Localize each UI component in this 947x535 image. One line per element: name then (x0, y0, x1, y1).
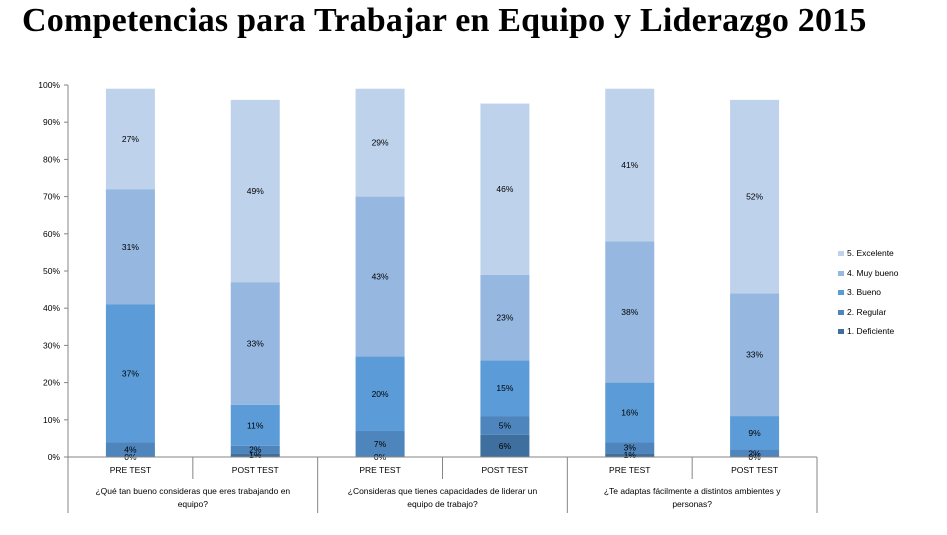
bar-segment (730, 99, 780, 294)
bar-segment (480, 416, 530, 435)
y-tick-label: 80% (43, 154, 60, 164)
bar-segment (230, 282, 280, 405)
bar-segment (480, 434, 530, 457)
y-tick-label: 10% (43, 415, 60, 425)
bar-segment (605, 382, 655, 443)
bar-segment (355, 196, 405, 357)
data-label: 49% (247, 186, 264, 196)
data-label: 5% (499, 420, 512, 430)
group-label: ¿Consideras que tienes capacidades de li… (348, 486, 538, 496)
group-label: ¿Qué tan bueno consideras que eres traba… (95, 486, 290, 496)
data-label: 1% (249, 450, 262, 460)
y-tick-label: 50% (43, 266, 60, 276)
legend-swatch (838, 251, 844, 256)
bar-segment (605, 453, 655, 457)
bar-segment (730, 449, 780, 457)
group-label: equipo? (178, 499, 209, 509)
legend-item: 1. Deficiente (838, 327, 943, 347)
bar-segment (230, 99, 280, 283)
data-label: 27% (122, 134, 139, 144)
data-label: 46% (496, 184, 513, 194)
chart-title: Competencias para Trabajar en Equipo y L… (22, 2, 867, 39)
bar-segment (480, 360, 530, 417)
data-label: 11% (247, 420, 264, 430)
data-label: 2% (748, 448, 761, 458)
bar-segment (730, 416, 780, 450)
data-label: 1% (624, 450, 637, 460)
data-label: 31% (122, 242, 139, 252)
y-tick-label: 90% (43, 117, 60, 127)
data-label: 33% (746, 350, 763, 360)
data-label: 52% (746, 192, 763, 202)
data-label: 41% (621, 160, 638, 170)
data-label: 33% (247, 339, 264, 349)
bar-segment (230, 453, 280, 457)
y-tick-label: 70% (43, 192, 60, 202)
bar-segment (355, 430, 405, 457)
bar-segment (605, 442, 655, 454)
x-tick-label: POST TEST (731, 465, 778, 475)
legend-label: 3. Bueno (847, 287, 882, 297)
data-label: 23% (496, 313, 513, 323)
legend-item: 5. Excelente (838, 249, 943, 269)
data-label: 38% (621, 307, 638, 317)
bar-segment (355, 88, 405, 197)
bar-segment (605, 241, 655, 383)
legend-item: 3. Bueno (838, 288, 943, 308)
data-label: 7% (374, 439, 387, 449)
bar-segment (105, 189, 155, 305)
bar-segment (605, 88, 655, 242)
data-label: 6% (499, 441, 512, 451)
data-label: 20% (372, 389, 389, 399)
x-tick-label: POST TEST (232, 465, 279, 475)
legend-swatch (838, 329, 844, 334)
legend-label: 2. Regular (847, 306, 887, 317)
data-label: 43% (372, 272, 389, 282)
data-label: 9% (748, 428, 761, 438)
legend-swatch (838, 309, 844, 315)
data-label: 3% (624, 443, 637, 453)
bar-segment (105, 442, 155, 457)
bar-segment (105, 88, 155, 190)
data-label: 37% (122, 368, 139, 378)
x-tick-label: PRE TEST (359, 465, 400, 475)
bar-segment (230, 445, 280, 454)
legend-swatch (838, 290, 844, 295)
y-tick-label: 40% (43, 303, 60, 313)
bar-segment (230, 404, 280, 446)
data-label: 15% (496, 383, 513, 393)
data-label: 16% (621, 407, 638, 417)
bar-segment (730, 293, 780, 417)
legend-label: 5. Excelente (847, 248, 894, 258)
y-tick-label: 30% (43, 340, 60, 350)
bar-segment (105, 304, 155, 443)
bar-segment (355, 356, 405, 431)
group-label: personas? (672, 499, 712, 509)
y-tick-label: 60% (43, 229, 60, 239)
x-tick-label: POST TEST (481, 465, 528, 475)
group-label: equipo de trabajo? (407, 499, 478, 509)
legend-swatch (838, 270, 844, 276)
group-label: ¿Te adaptas fácilmente a distintos ambie… (604, 486, 781, 496)
x-tick-label: PRE TEST (110, 465, 151, 475)
legend-label: 4. Muy bueno (847, 267, 899, 278)
legend-item: 2. Regular (838, 306, 943, 328)
legend-item: 4. Muy bueno (838, 267, 943, 289)
data-label: 2% (249, 445, 262, 455)
chart-legend: 5. Excelente 4. Muy bueno 3. Bueno 2. Regul… (838, 249, 943, 347)
y-tick-label: 100% (38, 80, 60, 90)
y-tick-label: 0% (48, 452, 61, 462)
y-tick-label: 20% (43, 378, 60, 388)
data-label: 29% (372, 138, 389, 148)
legend-label: 1. Deficiente (847, 326, 895, 336)
data-label: 4% (124, 445, 137, 455)
bar-segment (480, 103, 530, 275)
bar-segment (480, 274, 530, 361)
x-tick-label: PRE TEST (609, 465, 650, 475)
